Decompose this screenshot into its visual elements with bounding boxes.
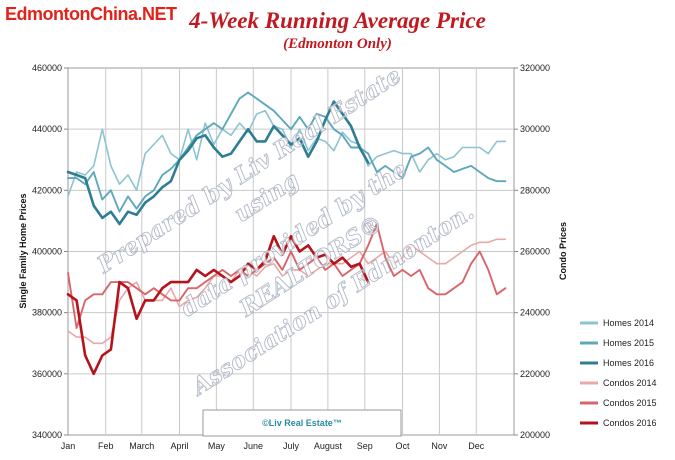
right-tick-label: 200000 (520, 430, 550, 440)
chart-subtitle: (Edmonton Only) (283, 36, 392, 52)
legend-label: Condos 2014 (603, 378, 657, 388)
x-tick-label: Oct (395, 441, 410, 451)
right-axis-label: Condo Prices (558, 222, 568, 280)
site-logo: EdmontonChina.NET (5, 4, 177, 24)
left-tick-label: 460000 (32, 63, 62, 73)
legend-label: Condos 2015 (603, 398, 657, 408)
right-axis-ticks: 200000 220000 240000 260000 280000 300000 3200… (514, 63, 550, 440)
legend-label: Homes 2016 (603, 358, 654, 368)
series-line-condos-2015 (67, 223, 507, 329)
right-tick-label: 240000 (520, 308, 550, 318)
right-tick-label: 300000 (520, 124, 550, 134)
x-tick-label: July (283, 441, 300, 451)
right-tick-label: 260000 (520, 247, 550, 257)
left-tick-label: 420000 (32, 185, 62, 195)
left-tick-label: 400000 (32, 247, 62, 257)
x-tick-label: June (243, 441, 263, 451)
x-tick-label: April (170, 441, 188, 451)
x-tick-label: Jan (61, 441, 76, 451)
legend-label: Condos 2016 (603, 418, 657, 428)
x-axis-ticks: Jan Feb March April May June July August Sep Oct N… (61, 441, 485, 451)
left-axis-label: Single Family Home Prices (18, 193, 28, 308)
gridlines (68, 68, 514, 435)
left-tick-label: 340000 (32, 430, 62, 440)
left-tick-label: 440000 (32, 124, 62, 134)
legend: Homes 2014 Homes 2015 Homes 2016 Condos 201… (580, 318, 657, 428)
x-tick-label: March (129, 441, 154, 451)
legend-label: Homes 2015 (603, 338, 654, 348)
series-line-homes-2015 (67, 91, 507, 213)
legend-label: Homes 2014 (603, 318, 654, 328)
left-tick-label: 380000 (32, 308, 62, 318)
series-line-homes-2016 (66, 100, 370, 226)
chart-title: 4-Week Running Average Price (189, 8, 486, 33)
series-lines (66, 91, 507, 376)
right-tick-label: 220000 (520, 369, 550, 379)
x-tick-label: Dec (468, 441, 485, 451)
x-tick-label: Feb (98, 441, 114, 451)
x-tick-label: August (314, 441, 343, 451)
right-tick-label: 280000 (520, 185, 550, 195)
right-tick-label: 320000 (520, 63, 550, 73)
x-tick-label: Nov (431, 441, 448, 451)
x-tick-label: Sep (357, 441, 373, 451)
left-tick-label: 360000 (32, 369, 62, 379)
series-line-condos-2016 (66, 234, 370, 376)
left-axis-ticks: 340000 360000 380000 400000 420000 440000 4600… (32, 63, 68, 440)
credit-text: ©Liv Real Estate™ (262, 418, 342, 428)
credit-box (202, 409, 402, 437)
x-tick-label: May (208, 441, 226, 451)
